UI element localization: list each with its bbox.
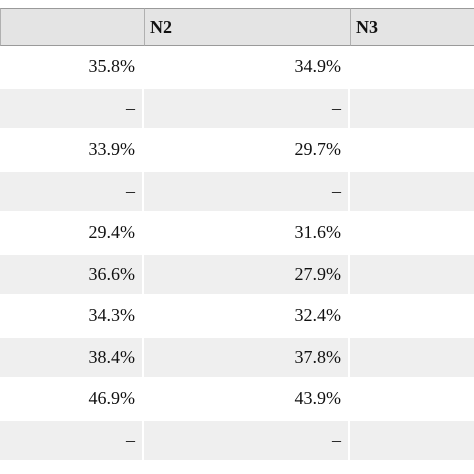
- empty-cell: [350, 296, 474, 336]
- empty-cell: [350, 130, 474, 170]
- data-cell: 32.4%: [294, 305, 342, 326]
- empty-cell: [350, 379, 474, 419]
- header-cell: N3: [350, 8, 474, 46]
- empty-cell: [350, 88, 474, 128]
- empty-cell: [350, 254, 474, 294]
- empty-cell: [350, 337, 474, 377]
- empty-cell: [350, 171, 474, 211]
- header-cell: N2: [144, 8, 350, 46]
- data-cell: 27.9%: [144, 254, 348, 294]
- empty-cell: [350, 420, 474, 460]
- data-cell: 34.9%: [294, 56, 342, 77]
- data-cell: 35.8%: [88, 56, 136, 77]
- data-cell: 46.9%: [88, 388, 136, 409]
- data-cell: –: [0, 171, 142, 211]
- data-cell: –: [144, 171, 348, 211]
- data-cell: –: [0, 88, 142, 128]
- header-cell: [0, 8, 144, 46]
- empty-cell: [350, 213, 474, 253]
- empty-cell: [350, 47, 474, 87]
- data-cell: 29.7%: [294, 139, 342, 160]
- data-cell: 29.4%: [88, 222, 136, 243]
- data-cell: 37.8%: [144, 337, 348, 377]
- data-cell: 34.3%: [88, 305, 136, 326]
- data-cell: 38.4%: [0, 337, 142, 377]
- data-cell: –: [0, 420, 142, 460]
- data-cell: 33.9%: [88, 139, 136, 160]
- data-cell: 31.6%: [294, 222, 342, 243]
- data-cell: –: [144, 420, 348, 460]
- data-cell: 36.6%: [0, 254, 142, 294]
- data-cell: 43.9%: [294, 388, 342, 409]
- data-cell: –: [144, 88, 348, 128]
